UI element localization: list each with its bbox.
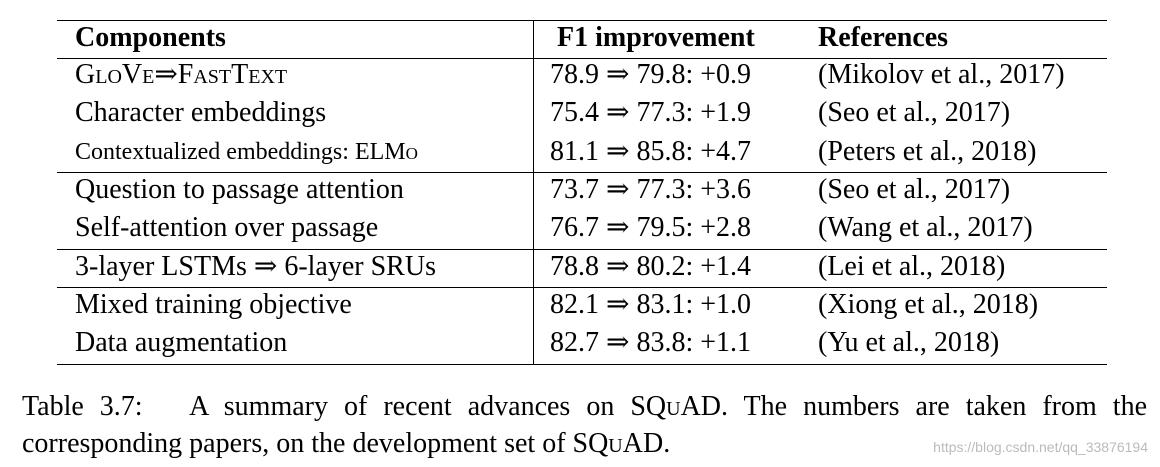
component-text: Mixed training objective: [75, 288, 352, 320]
f1-cell: 78.8 ⇒ 80.2: +1.4: [550, 250, 752, 282]
rule: [57, 364, 1107, 365]
caption-text: A summary of recent advances on: [189, 391, 631, 422]
caption-text: . The numbers are taken from the corresp…: [22, 391, 1147, 459]
f1-cell: 82.1 ⇒ 83.1: +1.0: [550, 288, 752, 320]
reference-cell: (Mikolov et al., 2017): [818, 59, 1065, 90]
component-text: ELMo: [354, 138, 418, 165]
rule: [57, 58, 1107, 59]
f1-cell: 78.9 ⇒ 79.8: +0.9: [550, 59, 752, 90]
component-cell: 3-layer LSTMs ⇒ 6-layer SRUs: [75, 251, 436, 283]
component-cell: Data augmentation: [75, 327, 287, 359]
reference-cell: (Lei et al., 2018): [818, 250, 1006, 282]
caption-label: Table 3.7:: [22, 391, 143, 422]
component-text: Self-attention over passage: [75, 212, 379, 244]
caption-text: SQuAD: [572, 428, 664, 459]
rule: [57, 172, 1107, 173]
reference-cell: (Yu et al., 2018): [818, 327, 1000, 359]
component-text: Contextualized embeddings:: [75, 138, 355, 165]
component-text: 3-layer LSTMs ⇒ 6-layer SRUs: [75, 250, 436, 282]
component-cell: Question to passage attention: [75, 174, 404, 206]
component-text: Character embeddings: [75, 97, 327, 129]
rule: [57, 287, 1107, 288]
reference-cell: (Peters et al., 2018): [818, 135, 1037, 167]
column-rule: [533, 20, 534, 365]
watermark: https://blog.csdn.net/qq_33876194: [933, 439, 1148, 455]
caption-text: SQuAD: [630, 391, 722, 422]
reference-cell: (Xiong et al., 2018): [818, 288, 1039, 320]
component-cell: Character embeddings: [75, 97, 326, 129]
reference-cell: (Seo et al., 2017): [818, 173, 1011, 205]
header-cell: References: [818, 22, 949, 53]
reference-cell: (Seo et al., 2017): [818, 97, 1011, 129]
component-cell: Self-attention over passage: [75, 212, 378, 244]
component-text: GloVe⇒FastText: [75, 59, 288, 90]
component-cell: GloVe⇒FastText: [75, 59, 287, 91]
component-cell: Contextualized embeddings: ELMo: [75, 136, 418, 168]
component-cell: Mixed training objective: [75, 289, 352, 321]
rule: [57, 20, 1107, 21]
caption: Table 3.7: A summary of recent advances …: [22, 388, 1147, 462]
f1-cell: 75.4 ⇒ 77.3: +1.9: [550, 97, 752, 129]
reference-cell: (Wang et al., 2017): [818, 212, 1033, 244]
f1-cell: 81.1 ⇒ 85.8: +4.7: [550, 135, 752, 167]
f1-cell: 76.7 ⇒ 79.5: +2.8: [550, 212, 752, 244]
header-cell: F1 improvement: [557, 22, 755, 53]
header-cell: Components: [75, 22, 226, 53]
f1-cell: 73.7 ⇒ 77.3: +3.6: [550, 173, 752, 205]
component-text: Question to passage attention: [75, 173, 404, 205]
component-text: Data augmentation: [75, 327, 288, 359]
caption-text: .: [663, 428, 671, 459]
rule: [57, 249, 1107, 250]
f1-cell: 82.7 ⇒ 83.8: +1.1: [550, 327, 752, 359]
